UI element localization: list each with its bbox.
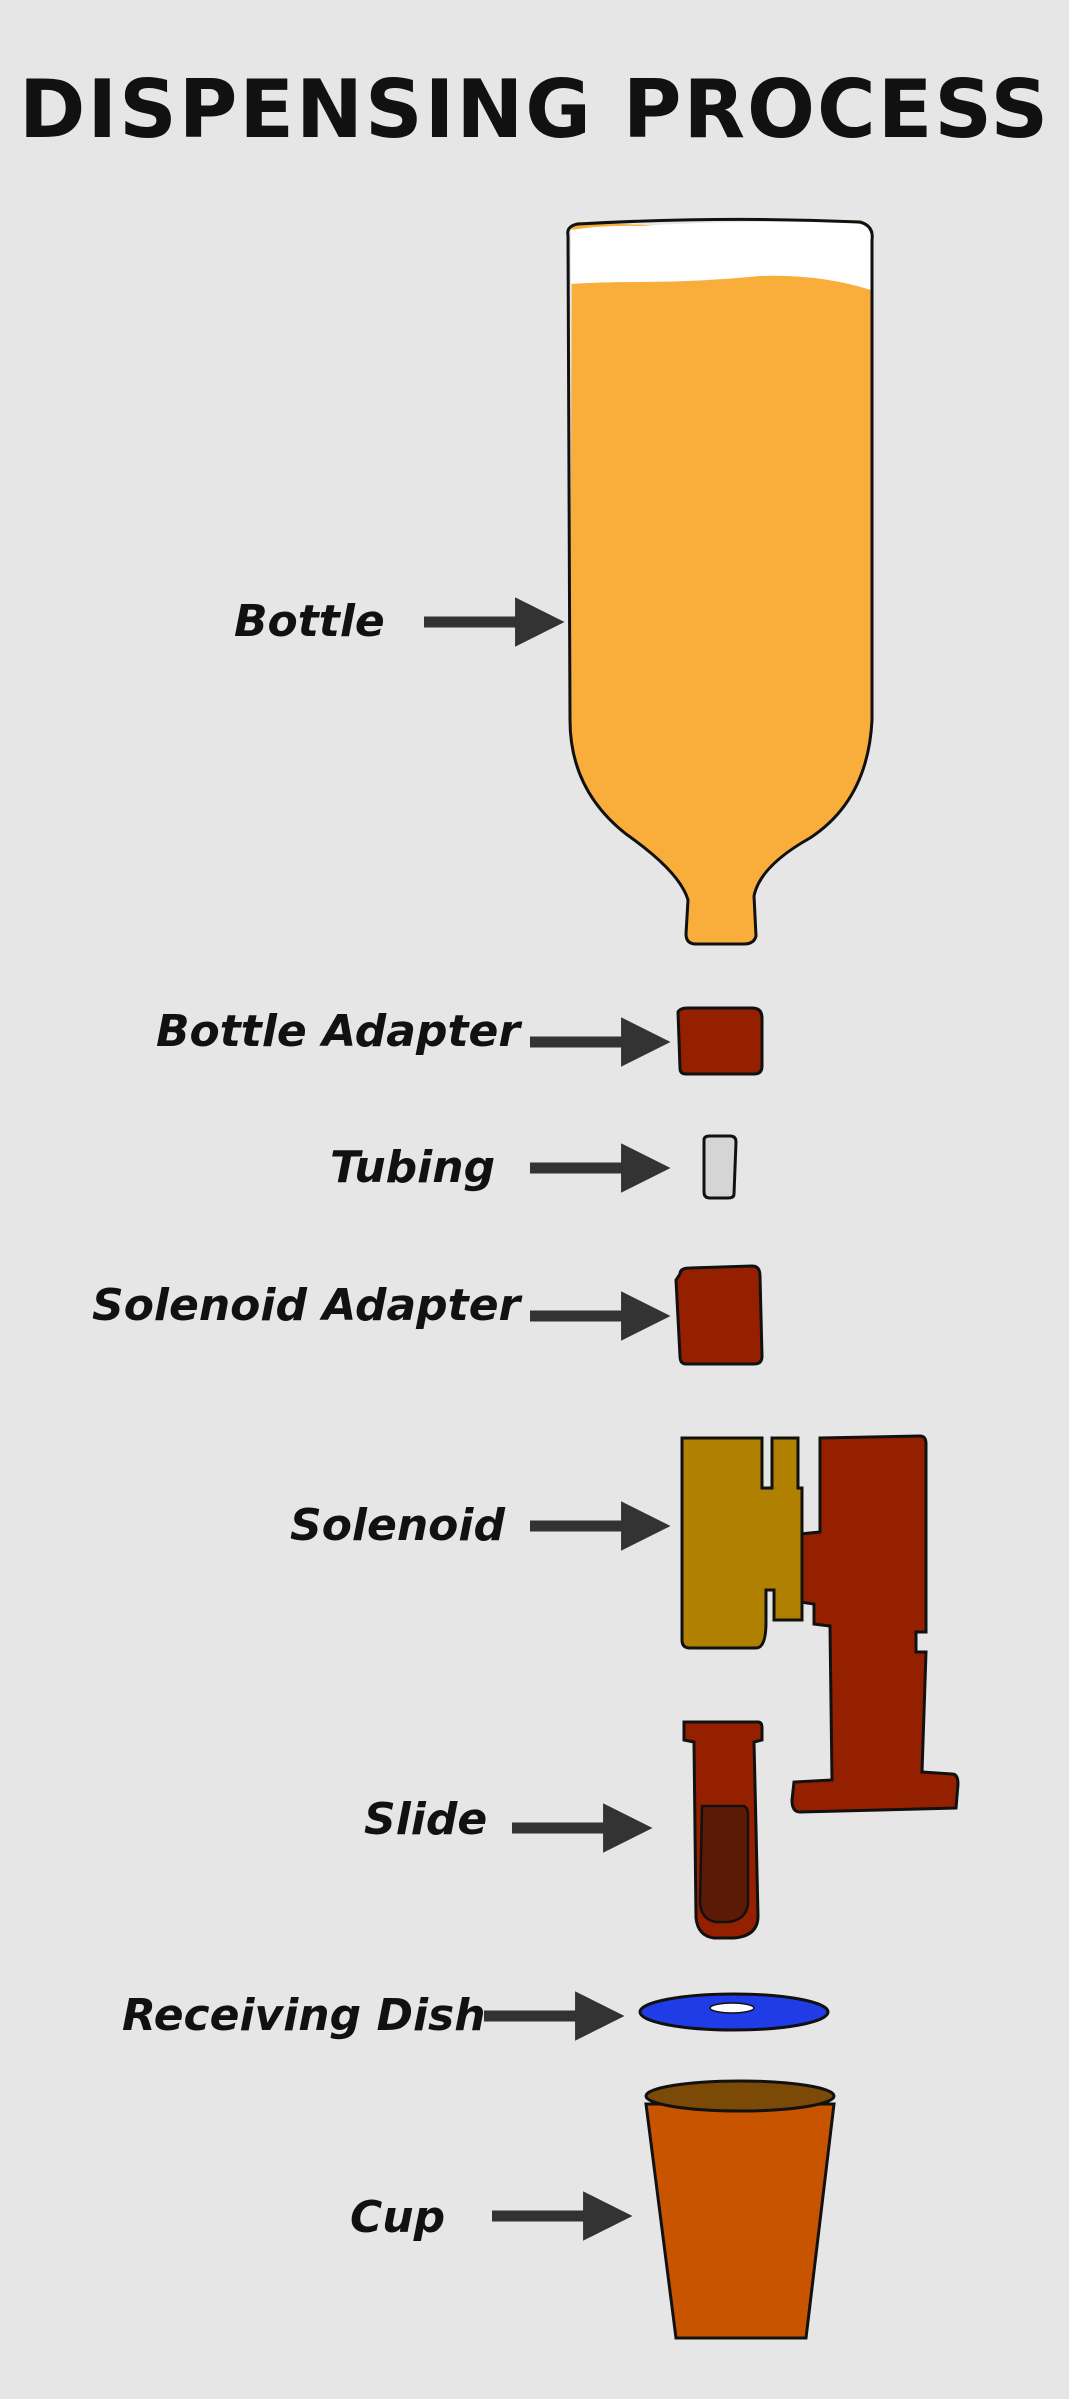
label-cup: Cup xyxy=(350,2192,446,2243)
cup-icon xyxy=(644,2079,836,2340)
label-solenoid: Solenoid xyxy=(290,1500,505,1551)
label-solenoid-adapter: Solenoid Adapter xyxy=(92,1280,521,1331)
bottle-icon xyxy=(566,217,874,946)
label-bottle: Bottle xyxy=(234,596,385,647)
slide-icon xyxy=(682,1720,764,1940)
tubing-icon xyxy=(702,1134,738,1200)
label-bottle-adapter: Bottle Adapter xyxy=(156,1006,521,1057)
page-title: DISPENSING PROCESS xyxy=(18,63,1051,156)
solenoid-icon xyxy=(680,1434,960,1814)
label-tubing: Tubing xyxy=(330,1142,496,1193)
label-receiving-dish: Receiving Dish xyxy=(122,1990,486,2041)
bottle-adapter-icon xyxy=(676,1006,764,1076)
label-slide: Slide xyxy=(364,1794,488,1845)
receiving-dish-icon xyxy=(638,1992,830,2032)
solenoid-adapter-icon xyxy=(674,1264,764,1366)
